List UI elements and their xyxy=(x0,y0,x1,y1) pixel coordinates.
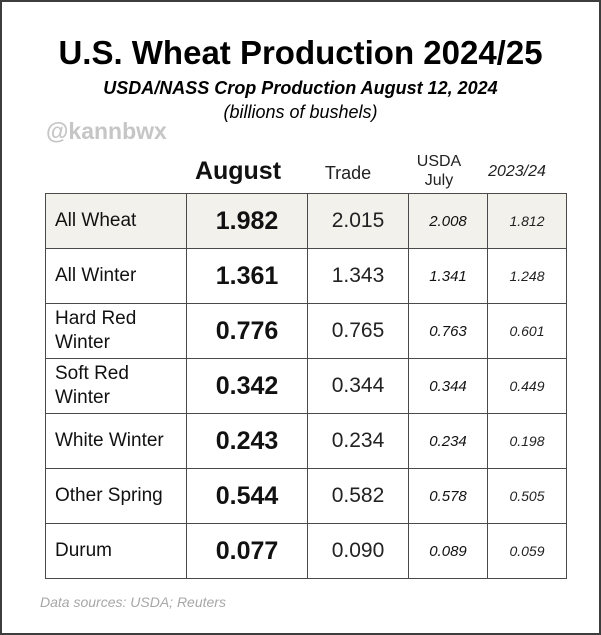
cell-trade: 0.090 xyxy=(307,523,409,579)
cell-usda-july: 0.344 xyxy=(408,358,488,414)
cell-trade: 0.765 xyxy=(307,303,409,359)
table-row: Durum 0.077 0.090 0.089 0.059 xyxy=(45,523,567,579)
data-table: All Wheat 1.982 2.015 2.008 1.812 All Winter 1… xyxy=(45,193,567,579)
table-row: All Winter 1.361 1.343 1.341 1.248 xyxy=(45,248,567,304)
table-row: Soft Red Winter 0.342 0.344 0.344 0.449 xyxy=(45,358,567,414)
row-label: All Wheat xyxy=(45,193,187,249)
cell-usda-july: 1.341 xyxy=(408,248,488,304)
cell-august: 1.361 xyxy=(186,248,308,304)
cell-usda-july: 0.763 xyxy=(408,303,488,359)
cell-usda-july: 2.008 xyxy=(408,193,488,249)
watermark: @kannbwx xyxy=(46,118,167,144)
cell-trade: 1.343 xyxy=(307,248,409,304)
table-row: White Winter 0.243 0.234 0.234 0.198 xyxy=(45,413,567,469)
row-label: White Winter xyxy=(45,413,187,469)
column-header-usda-july: USDA July xyxy=(400,152,478,190)
cell-august: 0.776 xyxy=(186,303,308,359)
chart-subtitle: USDA/NASS Crop Production August 12, 202… xyxy=(103,78,498,98)
table-row: All Wheat 1.982 2.015 2.008 1.812 xyxy=(45,193,567,249)
cell-august: 0.342 xyxy=(186,358,308,414)
cell-august: 0.077 xyxy=(186,523,308,579)
row-label: All Winter xyxy=(45,248,187,304)
chart-title: U.S. Wheat Production 2024/25 xyxy=(58,34,543,71)
cell-2023-24: 0.505 xyxy=(487,468,567,524)
cell-2023-24: 0.198 xyxy=(487,413,567,469)
source-note: Data sources: USDA; Reuters xyxy=(40,594,226,610)
cell-august: 1.982 xyxy=(186,193,308,249)
column-header-trade: Trade xyxy=(324,163,372,183)
cell-2023-24: 1.812 xyxy=(487,193,567,249)
cell-usda-july: 0.089 xyxy=(408,523,488,579)
table-row: Other Spring 0.544 0.582 0.578 0.505 xyxy=(45,468,567,524)
cell-trade: 0.344 xyxy=(307,358,409,414)
table-row: Hard Red Winter 0.776 0.765 0.763 0.601 xyxy=(45,303,567,359)
row-label: Other Spring xyxy=(45,468,187,524)
cell-trade: 0.234 xyxy=(307,413,409,469)
cell-usda-july: 0.578 xyxy=(408,468,488,524)
column-header-2023-24: 2023/24 xyxy=(488,163,546,180)
cell-2023-24: 0.059 xyxy=(487,523,567,579)
units-label: (billions of bushels) xyxy=(223,102,378,122)
row-label: Durum xyxy=(45,523,187,579)
cell-trade: 2.015 xyxy=(307,193,409,249)
row-label: Hard Red Winter xyxy=(45,303,187,359)
column-header-august: August xyxy=(194,157,282,185)
cell-2023-24: 0.601 xyxy=(487,303,567,359)
cell-2023-24: 1.248 xyxy=(487,248,567,304)
cell-august: 0.243 xyxy=(186,413,308,469)
cell-trade: 0.582 xyxy=(307,468,409,524)
usda-header-line-1: USDA xyxy=(416,153,462,170)
row-label: Soft Red Winter xyxy=(45,358,187,414)
cell-usda-july: 0.234 xyxy=(408,413,488,469)
cell-2023-24: 0.449 xyxy=(487,358,567,414)
usda-header-line-2: July xyxy=(424,172,454,189)
cell-august: 0.544 xyxy=(186,468,308,524)
